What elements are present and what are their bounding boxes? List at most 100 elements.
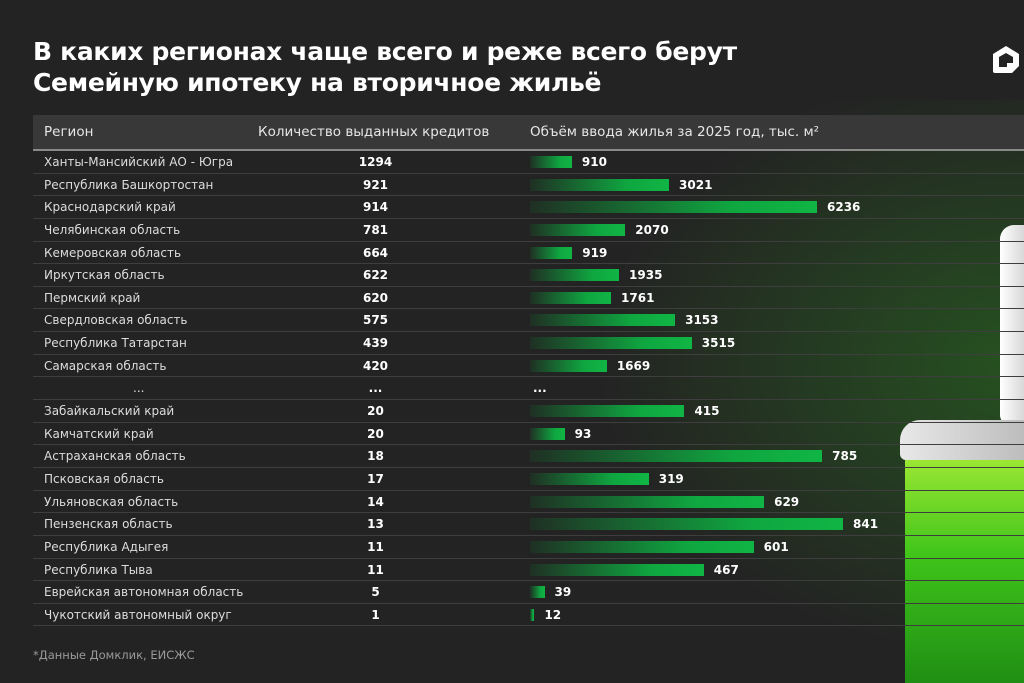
housing-bar [530, 450, 823, 463]
loan-count: 17 [367, 471, 384, 486]
table-row: Астраханская область 18 785 [33, 445, 1024, 468]
house-logo-icon [993, 46, 1019, 73]
housing-bar [530, 427, 565, 440]
housing-bar [530, 586, 545, 599]
region-name: Чукотский автономный округ [44, 607, 232, 622]
housing-bar [530, 291, 612, 304]
header-region: Регион [44, 124, 94, 140]
housing-bar [530, 314, 676, 327]
region-name: Пензенская область [44, 517, 173, 532]
housing-value: 39 [554, 585, 572, 600]
housing-value: 467 [713, 562, 739, 577]
table-row: Республика Тыва 11 467 [33, 559, 1024, 582]
housing-value: 1935 [629, 268, 663, 283]
housing-value: 785 [832, 449, 858, 464]
housing-value: 3021 [679, 177, 713, 192]
housing-value: 1761 [621, 290, 655, 305]
housing-value: 601 [763, 539, 789, 554]
table-row: Республика Татарстан 439 3515 [33, 332, 1024, 355]
table-row: Чукотский автономный округ 1 12 [33, 604, 1024, 627]
housing-value: 910 [581, 155, 607, 169]
region-name: Кемеровская область [44, 245, 182, 260]
table-row: Пензенская область 13 841 [33, 513, 1024, 536]
housing-value: 1669 [616, 358, 651, 373]
region-ellipsis: ... [133, 381, 145, 396]
housing-bar [530, 540, 754, 553]
loan-count: 1294 [358, 155, 393, 169]
region-name: Астраханская область [44, 449, 186, 464]
illustration-green-box [905, 430, 1024, 683]
table-row: Челябинская область 781 2070 [33, 219, 1024, 242]
region-name: Республика Адыгея [44, 539, 169, 554]
housing-value: 3153 [685, 313, 719, 328]
region-name: Камчатский край [44, 426, 154, 441]
table-header: Регион Количество выданных кредитов Объё… [33, 115, 1024, 151]
loan-count: 1 [371, 607, 380, 622]
table-row: Ханты-Мансийский АО - Югра 1294 910 [33, 151, 1024, 174]
housing-bar [530, 608, 535, 621]
loan-count: 11 [367, 539, 384, 554]
housing-value: 6236 [827, 200, 861, 215]
housing-value: 93 [574, 426, 592, 441]
housing-value: 919 [582, 245, 608, 260]
table-row: Иркутская область 622 1935 [33, 264, 1024, 287]
housing-value: 841 [853, 517, 879, 532]
loan-count: 14 [367, 494, 384, 509]
housing-bar [530, 359, 607, 372]
title-line-2: Семейную ипотеку на вторичное жильё [33, 68, 602, 97]
housing-value: 12 [544, 607, 562, 622]
housing-bar [530, 201, 817, 214]
housing-ellipsis: ... [533, 381, 547, 396]
region-name: Иркутская область [44, 268, 165, 283]
housing-bar [530, 269, 620, 282]
table-row: Республика Башкортостан 921 3021 [33, 174, 1024, 197]
loan-count: 439 [362, 336, 389, 351]
housing-bar [530, 472, 649, 485]
header-housing: Объём ввода жилья за 2025 год, тыс. м² [530, 124, 820, 140]
loan-count: 664 [362, 245, 389, 260]
region-name: Свердловская область [44, 313, 188, 328]
housing-value: 319 [658, 471, 684, 486]
housing-bar [530, 223, 626, 236]
housing-value: 2070 [635, 222, 669, 237]
housing-bar [530, 495, 765, 508]
region-name: Псковская область [44, 471, 164, 486]
loan-count: 575 [362, 313, 389, 328]
table-row: Свердловская область 575 3153 [33, 309, 1024, 333]
table-row: Пермский край 620 1761 [33, 287, 1024, 310]
loan-count: 420 [362, 358, 389, 373]
housing-bar [530, 156, 572, 168]
loan-count: 20 [367, 426, 384, 441]
region-name: Челябинская область [44, 222, 181, 237]
region-name: Забайкальский край [44, 404, 175, 419]
loan-count: 18 [367, 449, 384, 464]
loan-count: 781 [362, 222, 389, 237]
footnote: *Данные Домклик, ЕИСЖС [33, 648, 195, 662]
table-row: Республика Адыгея 11 601 [33, 536, 1024, 559]
table-row: Кемеровская область 664 919 [33, 242, 1024, 265]
table-row: Псковская область 17 319 [33, 468, 1024, 491]
title-line-1: В каких регионах чаще всего и реже всего… [33, 37, 737, 66]
page-title: В каких регионах чаще всего и реже всего… [33, 36, 737, 98]
loan-count: 20 [367, 404, 384, 419]
region-name: Ханты-Мансийский АО - Югра [44, 155, 234, 169]
housing-bar [530, 246, 573, 259]
region-name: Республика Тыва [44, 562, 153, 577]
region-name: Самарская область [44, 358, 167, 373]
loan-count: 13 [367, 517, 384, 532]
loan-count: 5 [371, 585, 380, 600]
region-name: Краснодарский край [44, 200, 176, 215]
region-name: Пермский край [44, 290, 141, 305]
region-name: Еврейская автономная область [44, 585, 244, 600]
table-row: Камчатский край 20 93 [33, 423, 1024, 446]
housing-value: 415 [694, 404, 720, 419]
table-row: Забайкальский край 20 415 [33, 400, 1024, 423]
housing-value: 3515 [701, 336, 736, 351]
region-name: Республика Башкортостан [44, 177, 214, 192]
housing-bar [530, 405, 685, 418]
table-row: Краснодарский край 914 6236 [33, 196, 1024, 219]
loan-count: 11 [367, 562, 384, 577]
loan-count: 620 [362, 290, 389, 305]
loans-ellipsis: ... [368, 381, 383, 396]
data-table: Регион Количество выданных кредитов Объё… [33, 115, 1024, 627]
